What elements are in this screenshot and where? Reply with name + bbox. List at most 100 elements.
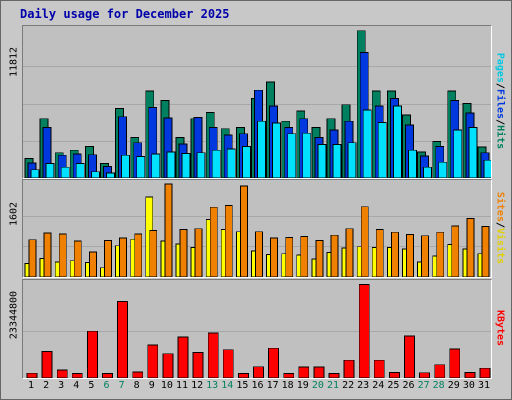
x-tick-label: 29: [447, 380, 460, 391]
x-tick-label: 12: [191, 380, 204, 391]
kbytes-bar-day-24: [373, 359, 385, 379]
visits-bar-day-27: [421, 235, 430, 278]
kbytes-bar-day-4: [71, 373, 83, 379]
x-tick-label: 7: [118, 380, 125, 391]
x-tick-label: 21: [326, 380, 340, 391]
pages-bar-day-11: [181, 153, 191, 179]
kbytes-chart: [23, 284, 491, 379]
x-tick-label: 6: [103, 380, 110, 391]
kbytes-bar-day-5: [87, 330, 98, 379]
visits-bar-day-4: [73, 240, 82, 278]
pages-bar-day-18: [287, 133, 297, 179]
kbytes-bar-day-2: [41, 351, 53, 379]
legend-sep: /: [494, 221, 506, 228]
pages-bar-day-30: [468, 127, 478, 179]
visits-bar-day-13: [209, 206, 218, 278]
kbytes-bar-day-29: [449, 348, 461, 379]
kbytes-bar-day-17: [268, 347, 280, 379]
legend-kbytes: KBytes: [494, 309, 506, 347]
visits-ymax-text: 1602: [8, 201, 20, 227]
visits-panel: [22, 179, 492, 278]
visits-bar-day-29: [451, 225, 460, 278]
x-tick-label: 17: [266, 380, 279, 391]
kbytes-bar-day-16: [253, 366, 264, 379]
kbytes-bar-day-20: [313, 366, 325, 379]
chart-title: Daily usage for December 2025: [20, 7, 230, 21]
hits-chart: [23, 30, 493, 179]
visits-bar-day-11: [179, 229, 188, 278]
pages-bar-day-15: [241, 146, 251, 179]
kbytes-legend: KBytes: [493, 279, 507, 377]
pages-bar-day-24: [377, 122, 387, 179]
kbytes-bar-day-10: [162, 353, 174, 379]
x-tick-label: 19: [296, 380, 309, 391]
kbytes-bar-day-23: [358, 284, 370, 379]
visits-bar-day-19: [300, 236, 309, 278]
kbytes-bar-day-8: [132, 371, 144, 379]
kbytes-bar-day-26: [404, 335, 415, 379]
pages-bar-day-22: [347, 142, 357, 179]
kbytes-bar-day-12: [192, 352, 204, 379]
kbytes-bar-day-22: [343, 359, 355, 379]
pages-bar-day-17: [272, 122, 282, 179]
kbytes-bar-day-9: [147, 344, 159, 379]
visits-bar-day-9: [149, 230, 158, 278]
legend-hits: Hits: [494, 125, 506, 150]
x-tick-label: 3: [58, 380, 65, 391]
pages-bar-day-19: [302, 132, 312, 179]
pages-bar-day-31: [483, 159, 493, 179]
pages-bar-day-13: [211, 149, 221, 179]
x-tick-label: 8: [133, 380, 140, 391]
x-tick-label: 9: [148, 380, 155, 391]
x-tick-label: 1: [27, 380, 35, 391]
visits-bar-day-18: [285, 237, 294, 278]
x-tick-label: 11: [175, 380, 189, 391]
x-tick-label: 2: [43, 380, 50, 391]
kbytes-bar-day-28: [434, 364, 446, 379]
pages-bar-day-1: [30, 169, 40, 179]
visits-chart: [23, 183, 491, 278]
visits-bar-day-2: [43, 232, 52, 278]
kbytes-bar-day-18: [283, 373, 295, 379]
kbytes-bar-day-21: [328, 373, 340, 379]
x-tick-label: 4: [73, 380, 80, 391]
x-axis-labels: 1 2 3 4 5 6 7 8 9 10 11 12 13 14 15 16 17 18 19 20 21 22 23 24 2…: [22, 380, 490, 394]
kbytes-bar-day-15: [237, 373, 249, 379]
visits-bar-day-31: [481, 226, 490, 278]
visits-legend: Sites/Visits: [493, 179, 507, 276]
visits-bar-day-24: [375, 229, 384, 278]
pages-bar-day-23: [362, 109, 372, 179]
pages-bar-day-21: [332, 144, 342, 179]
visits-bar-day-17: [270, 237, 279, 278]
kbytes-ymax-label: 23344800: [8, 280, 20, 350]
kbytes-bar-day-25: [388, 372, 400, 379]
pages-bar-day-29: [453, 129, 463, 179]
visits-bar-day-25: [390, 231, 399, 278]
visits-bar-day-5: [89, 251, 97, 278]
legend-pages: Pages: [494, 52, 506, 83]
pages-bar-day-10: [166, 151, 176, 179]
kbytes-bar-day-3: [56, 369, 68, 379]
x-tick-label: 24: [372, 380, 385, 391]
kbytes-bar-day-1: [26, 372, 38, 379]
visits-bar-day-8: [134, 233, 143, 278]
visits-ymax-label: 1602: [8, 179, 20, 249]
pages-bar-day-4: [75, 163, 85, 179]
visits-bar-day-16: [255, 231, 263, 278]
visits-bar-day-3: [58, 233, 67, 278]
kbytes-ymax-text: 23344800: [8, 290, 20, 340]
hits-ymax-label: 11812: [8, 27, 20, 97]
pages-bar-day-16: [257, 120, 266, 179]
x-tick-label: 31: [477, 380, 491, 391]
pages-bar-day-27: [423, 166, 433, 179]
x-tick-label: 22: [342, 380, 355, 391]
legend-visits: Visits: [494, 227, 506, 264]
visits-bar-day-14: [224, 205, 233, 278]
kbytes-bar-day-27: [419, 372, 431, 379]
x-tick-label: 25: [387, 380, 400, 391]
legend-files: Files: [494, 88, 506, 120]
x-tick-label: 10: [160, 380, 173, 391]
kbytes-bar-day-7: [117, 301, 128, 379]
pages-bar-day-9: [151, 153, 161, 179]
kbytes-bar-day-6: [102, 373, 113, 379]
